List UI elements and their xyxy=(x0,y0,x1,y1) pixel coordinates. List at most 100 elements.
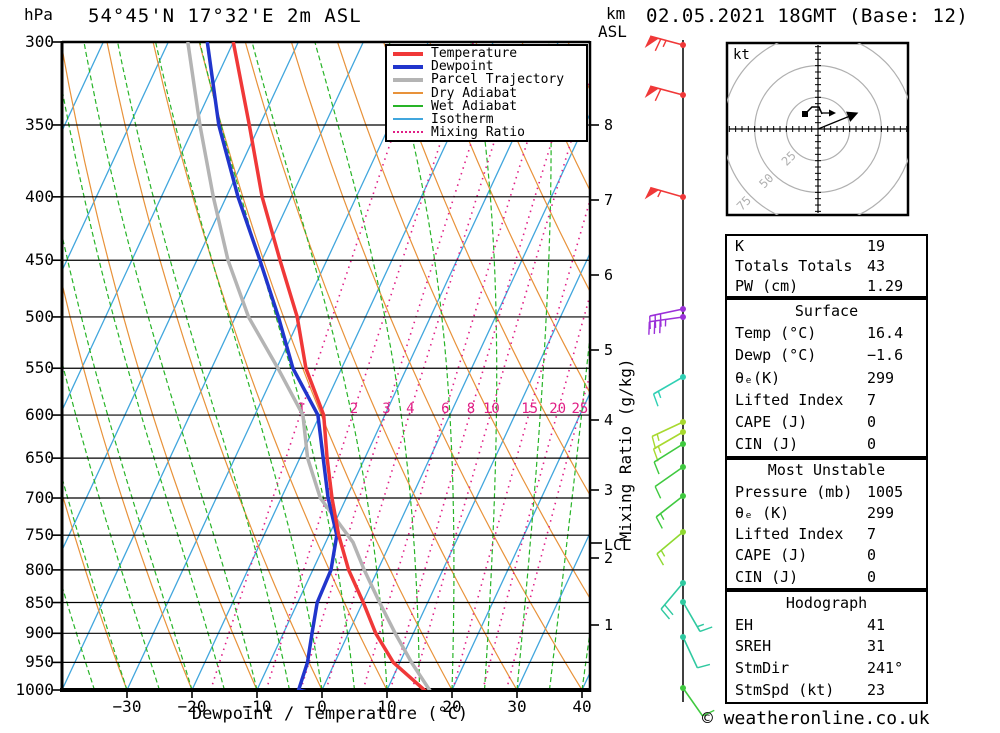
pressure-tick-label: 900 xyxy=(25,623,54,643)
legend-item: Isotherm xyxy=(387,112,586,127)
temp-tick-label: −10 xyxy=(242,697,272,716)
table-row: StmDir 241° xyxy=(727,658,926,679)
wind-barb xyxy=(655,493,686,529)
pressure-tick-label: 450 xyxy=(25,250,54,270)
km-tick-label: 2 xyxy=(604,549,614,567)
pressure-tick-label: 1000 xyxy=(15,680,54,699)
table-row-label: K xyxy=(735,237,745,255)
table-row-value: 1005 xyxy=(867,482,904,501)
table-row: Dewp (°C) −1.6 xyxy=(727,345,926,366)
mixing-ratio-label: 2 xyxy=(350,401,358,417)
km-tick-label: 6 xyxy=(604,266,614,284)
table-row-value: 1.29 xyxy=(867,277,904,295)
isotherm-line xyxy=(62,42,299,552)
pressure-tick-label: 700 xyxy=(25,488,54,508)
watermark: © weatheronline.co.uk xyxy=(702,708,930,729)
wind-barb xyxy=(644,85,686,102)
table-row: Temp (°C) 16.4 xyxy=(727,323,926,344)
table-row: Pressure (mb) 1005 xyxy=(727,482,926,503)
table-row-value: 41 xyxy=(867,615,886,634)
table-row-value: 299 xyxy=(867,503,895,522)
legend-item-label: Parcel Trajectory xyxy=(431,72,565,88)
table-row: CIN (J) 0 xyxy=(727,434,926,455)
table-row-label: Pressure (mb) xyxy=(735,482,853,501)
table-row-value: 0 xyxy=(867,412,877,431)
km-tick-label: 8 xyxy=(604,116,614,134)
table-row: CAPE (J) 0 xyxy=(727,412,926,433)
temp-tick-label: 20 xyxy=(442,697,462,716)
legend-line-sample xyxy=(393,77,423,82)
table-row: CIN (J) 0 xyxy=(727,567,926,588)
wind-barb xyxy=(653,441,686,475)
table-row-value: −1.6 xyxy=(867,346,904,365)
datetime-title: 02.05.2021 18GMT (Base: 12) xyxy=(646,5,969,27)
wet-adiabat-line xyxy=(388,42,455,690)
legend-item-label: Temperature xyxy=(431,46,518,62)
wind-barb xyxy=(648,314,686,335)
pressure-axis-unit-label: hPa xyxy=(24,5,53,24)
pressure-tick-label: 500 xyxy=(25,306,54,326)
pressure-tick-label: 650 xyxy=(25,448,54,468)
mixing-ratio-label: 4 xyxy=(406,401,414,417)
isotherm-line xyxy=(256,42,559,690)
table-row-value: 241° xyxy=(867,659,904,678)
stats-table: Hodograph EH 41 SREH 31 StmDir 241° StmSpd (kt)… xyxy=(725,590,928,704)
wind-barb xyxy=(680,685,715,717)
table-title: Surface xyxy=(794,302,859,321)
table-row-value: 299 xyxy=(867,368,895,387)
station-title: 54°45'N 17°32'E 2m ASL xyxy=(88,5,362,27)
mixing-ratio-label: 3 xyxy=(382,401,390,417)
table-row: Totals Totals 43 xyxy=(727,256,926,276)
table-row-label: CIN (J) xyxy=(735,567,799,586)
table-title: Most Unstable xyxy=(767,461,886,480)
temp-tick-label: −20 xyxy=(177,697,207,716)
mixing-ratio-label: 25 xyxy=(571,401,588,417)
wind-barb xyxy=(652,374,686,407)
table-row-label: PW (cm) xyxy=(735,277,799,295)
table-row-label: Lifted Index xyxy=(735,525,844,544)
wet-adiabat-line xyxy=(155,42,323,690)
table-row-value: 0 xyxy=(867,567,877,586)
table-row-label: Dewp (°C) xyxy=(735,346,817,365)
pressure-tick-label: 800 xyxy=(25,559,54,579)
legend-line-sample xyxy=(393,92,423,94)
table-row-value: 31 xyxy=(867,637,886,656)
legend-item: Mixing Ratio xyxy=(387,125,586,140)
km-tick-label: 1 xyxy=(604,616,614,634)
stats-table: K 19 Totals Totals 43 PW (cm) 1.29 xyxy=(725,234,928,298)
stats-table: Most Unstable Pressure (mb) 1005 θₑ (K) 299 L… xyxy=(725,458,928,590)
table-title: Hodograph xyxy=(785,593,868,612)
temperature-curve xyxy=(231,42,427,690)
temp-tick-label: 30 xyxy=(507,697,527,716)
table-row-label: θₑ(K) xyxy=(735,368,781,387)
table-row-value: 23 xyxy=(867,681,886,700)
dry-adiabat-line xyxy=(475,42,590,293)
pressure-tick-label: 950 xyxy=(25,652,54,672)
table-row-label: StmDir xyxy=(735,659,790,678)
legend-item: Parcel Trajectory xyxy=(387,72,586,88)
hodograph-trace xyxy=(804,106,823,115)
temp-tick-label: −30 xyxy=(112,697,142,716)
legend-item: Dry Adiabat xyxy=(387,86,586,101)
legend-item: Dewpoint xyxy=(387,59,586,74)
table-row: K 19 xyxy=(727,236,926,256)
km-tick-label: 4 xyxy=(604,411,614,429)
table-row-label: Totals Totals xyxy=(735,257,853,275)
pressure-tick-label: 850 xyxy=(25,592,54,612)
isotherm-line xyxy=(386,251,590,690)
legend-line-sample xyxy=(393,64,423,69)
table-row-label: CIN (J) xyxy=(735,434,799,453)
legend-line-sample xyxy=(393,105,423,108)
asl-axis-label: ASL xyxy=(598,22,627,41)
table-row-label: Lifted Index xyxy=(735,390,844,409)
legend-line-sample xyxy=(393,51,423,56)
temp-tick-label: 0 xyxy=(317,697,327,716)
wet-adiabat-line xyxy=(117,42,291,690)
table-row-value: 0 xyxy=(867,434,877,453)
pressure-tick-label: 750 xyxy=(25,525,54,545)
legend-line-sample xyxy=(393,118,423,121)
table-row-label: EH xyxy=(735,615,754,634)
table-row-label: CAPE (J) xyxy=(735,412,808,431)
wind-barb xyxy=(651,419,686,450)
